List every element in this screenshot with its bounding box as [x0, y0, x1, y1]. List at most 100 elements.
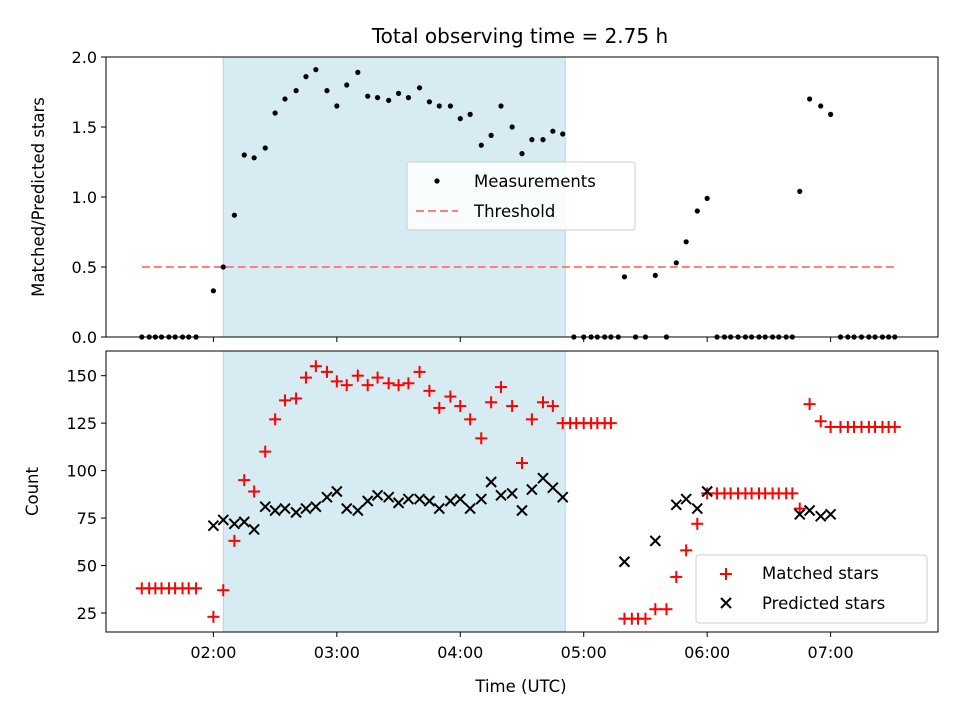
predicted-star-point [557, 491, 569, 503]
predicted-star-point [402, 493, 415, 505]
measurement-point [334, 103, 340, 109]
x-tick-label: 06:00 [684, 643, 730, 662]
measurement-point [220, 264, 226, 270]
predicted-star-point [413, 493, 426, 505]
measurement-point [529, 137, 535, 143]
bottom-y-tick-label: 100 [66, 462, 97, 481]
measurement-point [467, 111, 473, 117]
matched-star-point [444, 390, 457, 403]
top-x-axis-ticks [212, 337, 832, 342]
measurement-point [303, 74, 309, 80]
matched-star-point [423, 384, 436, 397]
matched-star-point [495, 381, 508, 394]
predicted-star-point [475, 493, 487, 505]
predicted-star-point [321, 491, 333, 503]
measurement-point [807, 96, 813, 102]
predicted-star-point [341, 502, 353, 515]
top-y-axis-ticks: 0.0 0.5 1.0 1.5 2.0 [72, 48, 106, 347]
measurement-point [355, 69, 361, 75]
legend-measurements-marker [434, 178, 440, 184]
matched-star-point [660, 603, 673, 616]
legend-matched-marker [720, 568, 732, 580]
measurement-point [509, 124, 515, 130]
bottom-y-tick-label: 125 [66, 414, 97, 433]
measurement-point [262, 145, 268, 151]
predicted-star-point [310, 500, 322, 513]
matched-star-point [546, 400, 559, 413]
predicted-star-point [495, 489, 507, 502]
measurement-point [293, 88, 299, 94]
predicted-star-point [537, 472, 549, 484]
matched-star-point [433, 401, 446, 414]
matched-star-point [382, 377, 395, 390]
x-tick-label: 03:00 [314, 643, 360, 662]
predicted-star-point [824, 508, 837, 520]
predicted-star-point [248, 523, 260, 536]
measurement-point [498, 103, 504, 109]
measurement-point [447, 103, 454, 109]
matched-star-point [793, 502, 806, 515]
bottom-panel-observing-shade [222, 350, 566, 633]
bottom-panel-frame [105, 350, 939, 633]
measurement-point [251, 155, 257, 161]
measurement-point [313, 67, 319, 73]
matched-star-point [485, 396, 498, 409]
predicted-star-point [701, 485, 713, 498]
predicted-star-point [433, 502, 446, 515]
predicted-star-point [516, 504, 528, 517]
measurement-point [488, 132, 494, 138]
top-y-tick-label: 1.5 [72, 118, 97, 137]
predicted-star-point [680, 493, 692, 505]
measurement-point [704, 195, 710, 201]
x-tick-label: 05:00 [561, 643, 607, 662]
matched-star-point [536, 396, 549, 409]
chart-title: Total observing time = 2.75 h [371, 24, 668, 48]
top-y-tick-label: 2.0 [72, 48, 97, 67]
matched-star-point [691, 517, 704, 530]
predicted-star-point [269, 504, 281, 517]
legend-measurements-label: Measurements [474, 172, 596, 191]
matched-star-point [464, 413, 477, 426]
predicted-star-point [361, 495, 374, 507]
bottom-y-axis-label: Count [23, 466, 42, 516]
measurement-point [282, 96, 288, 102]
matched-star-point [248, 485, 261, 498]
predicted-star-point [485, 476, 497, 488]
matched-star-point [299, 371, 312, 384]
matched-star-point [649, 603, 662, 616]
measurement-point [241, 152, 247, 158]
top-panel: 0.00.51.01.52.0 Matched/Predicted stars … [29, 48, 939, 347]
measurement-point [324, 88, 330, 94]
measurement-point [272, 110, 278, 116]
predicted-star-point [547, 481, 559, 494]
bottom-panel: 25 50 75 100 125 150 02:00 03:00 04:00 05:00 06:0… [23, 350, 939, 696]
legend-predicted-label: Predicted stars [762, 594, 885, 613]
predicted-star-point [371, 489, 384, 502]
predicted-star-point [238, 516, 250, 528]
measurement-point [344, 82, 350, 88]
matched-star-point [320, 365, 333, 378]
matched-star-point [330, 375, 343, 388]
measurement-point [550, 128, 556, 134]
matched-star-point [525, 413, 538, 426]
matched-star-point [604, 417, 617, 430]
predicted-star-point [670, 499, 683, 511]
predicted-star-point [506, 487, 518, 500]
matched-star-point [475, 432, 488, 445]
measurement-point [231, 212, 237, 218]
x-axis-label: Time (UTC) [474, 677, 566, 696]
predicted-stars-series [207, 472, 837, 568]
measurement-point [365, 93, 371, 99]
measurement-point [374, 95, 381, 101]
top-y-axis-label: Matched/Predicted stars [29, 97, 48, 297]
predicted-star-point [352, 504, 364, 517]
bottom-y-axis-ticks: 25 50 75 100 125 150 [66, 367, 106, 623]
measurement-point [560, 131, 566, 137]
predicted-star-point [300, 502, 312, 515]
top-y-tick-label: 0.0 [72, 328, 97, 347]
x-tick-label: 07:00 [808, 643, 854, 662]
measurement-point [478, 142, 484, 148]
measurement-point [519, 151, 525, 157]
predicted-star-point [207, 519, 220, 532]
